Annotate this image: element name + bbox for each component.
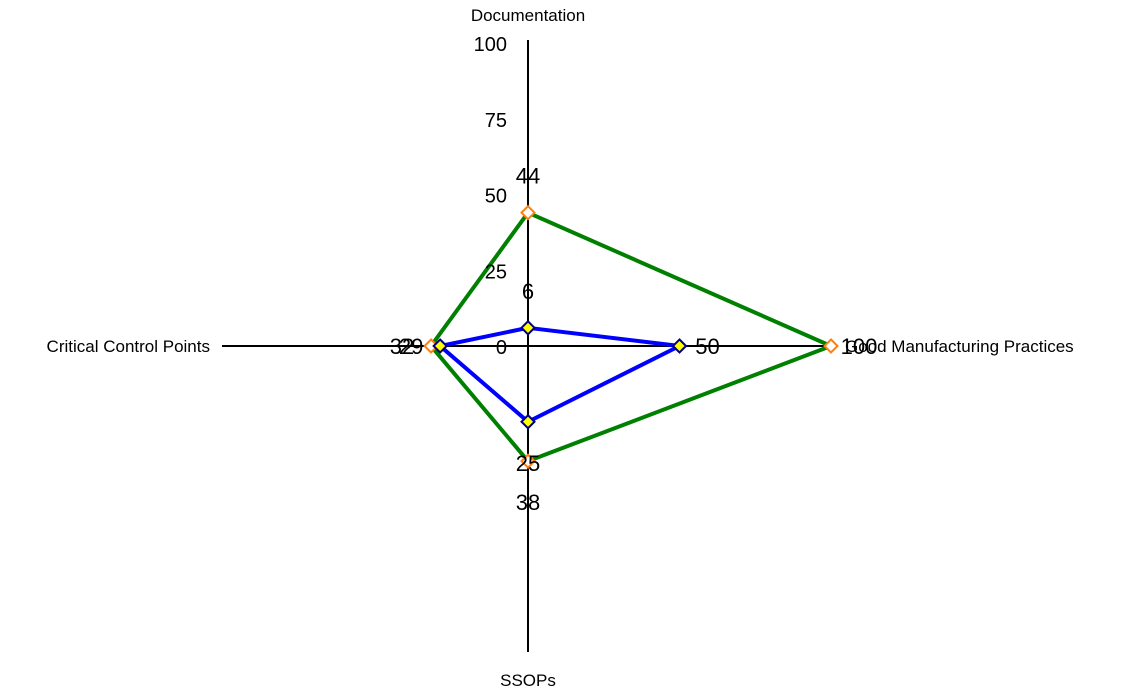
data-label: 50 (695, 334, 719, 359)
series-layer (423, 204, 839, 470)
axes-layer (222, 40, 830, 652)
series-line (435, 325, 687, 425)
tick-label: 75 (485, 110, 507, 132)
data-label: 44 (516, 164, 540, 189)
data-label: 38 (516, 490, 540, 515)
data-point-marker (520, 319, 536, 336)
data-point-marker (823, 338, 839, 354)
axis-title: Good Manufacturing Practices (845, 337, 1074, 356)
data-label: 6 (522, 279, 534, 304)
data-label: 100 (841, 334, 878, 359)
data-label: 29 (399, 334, 423, 359)
tick-label: 100 (474, 34, 507, 56)
tick-label: 50 (485, 186, 507, 208)
tick-label: 0 (496, 337, 507, 359)
data-label: 25 (516, 451, 540, 476)
data-point-marker (520, 453, 536, 470)
data-point-marker (671, 338, 688, 354)
data-point-marker (520, 413, 536, 430)
labels-layer: Documentation Good Manufacturing Practice… (47, 6, 1074, 690)
data-point-marker (520, 204, 536, 221)
axis-title: SSOPs (500, 671, 556, 690)
axis-title: Documentation (471, 6, 585, 25)
tick-label: 25 (485, 261, 507, 283)
data-point-marker (432, 338, 449, 354)
axis-title: Critical Control Points (47, 337, 210, 356)
data-label: 32 (390, 334, 414, 359)
